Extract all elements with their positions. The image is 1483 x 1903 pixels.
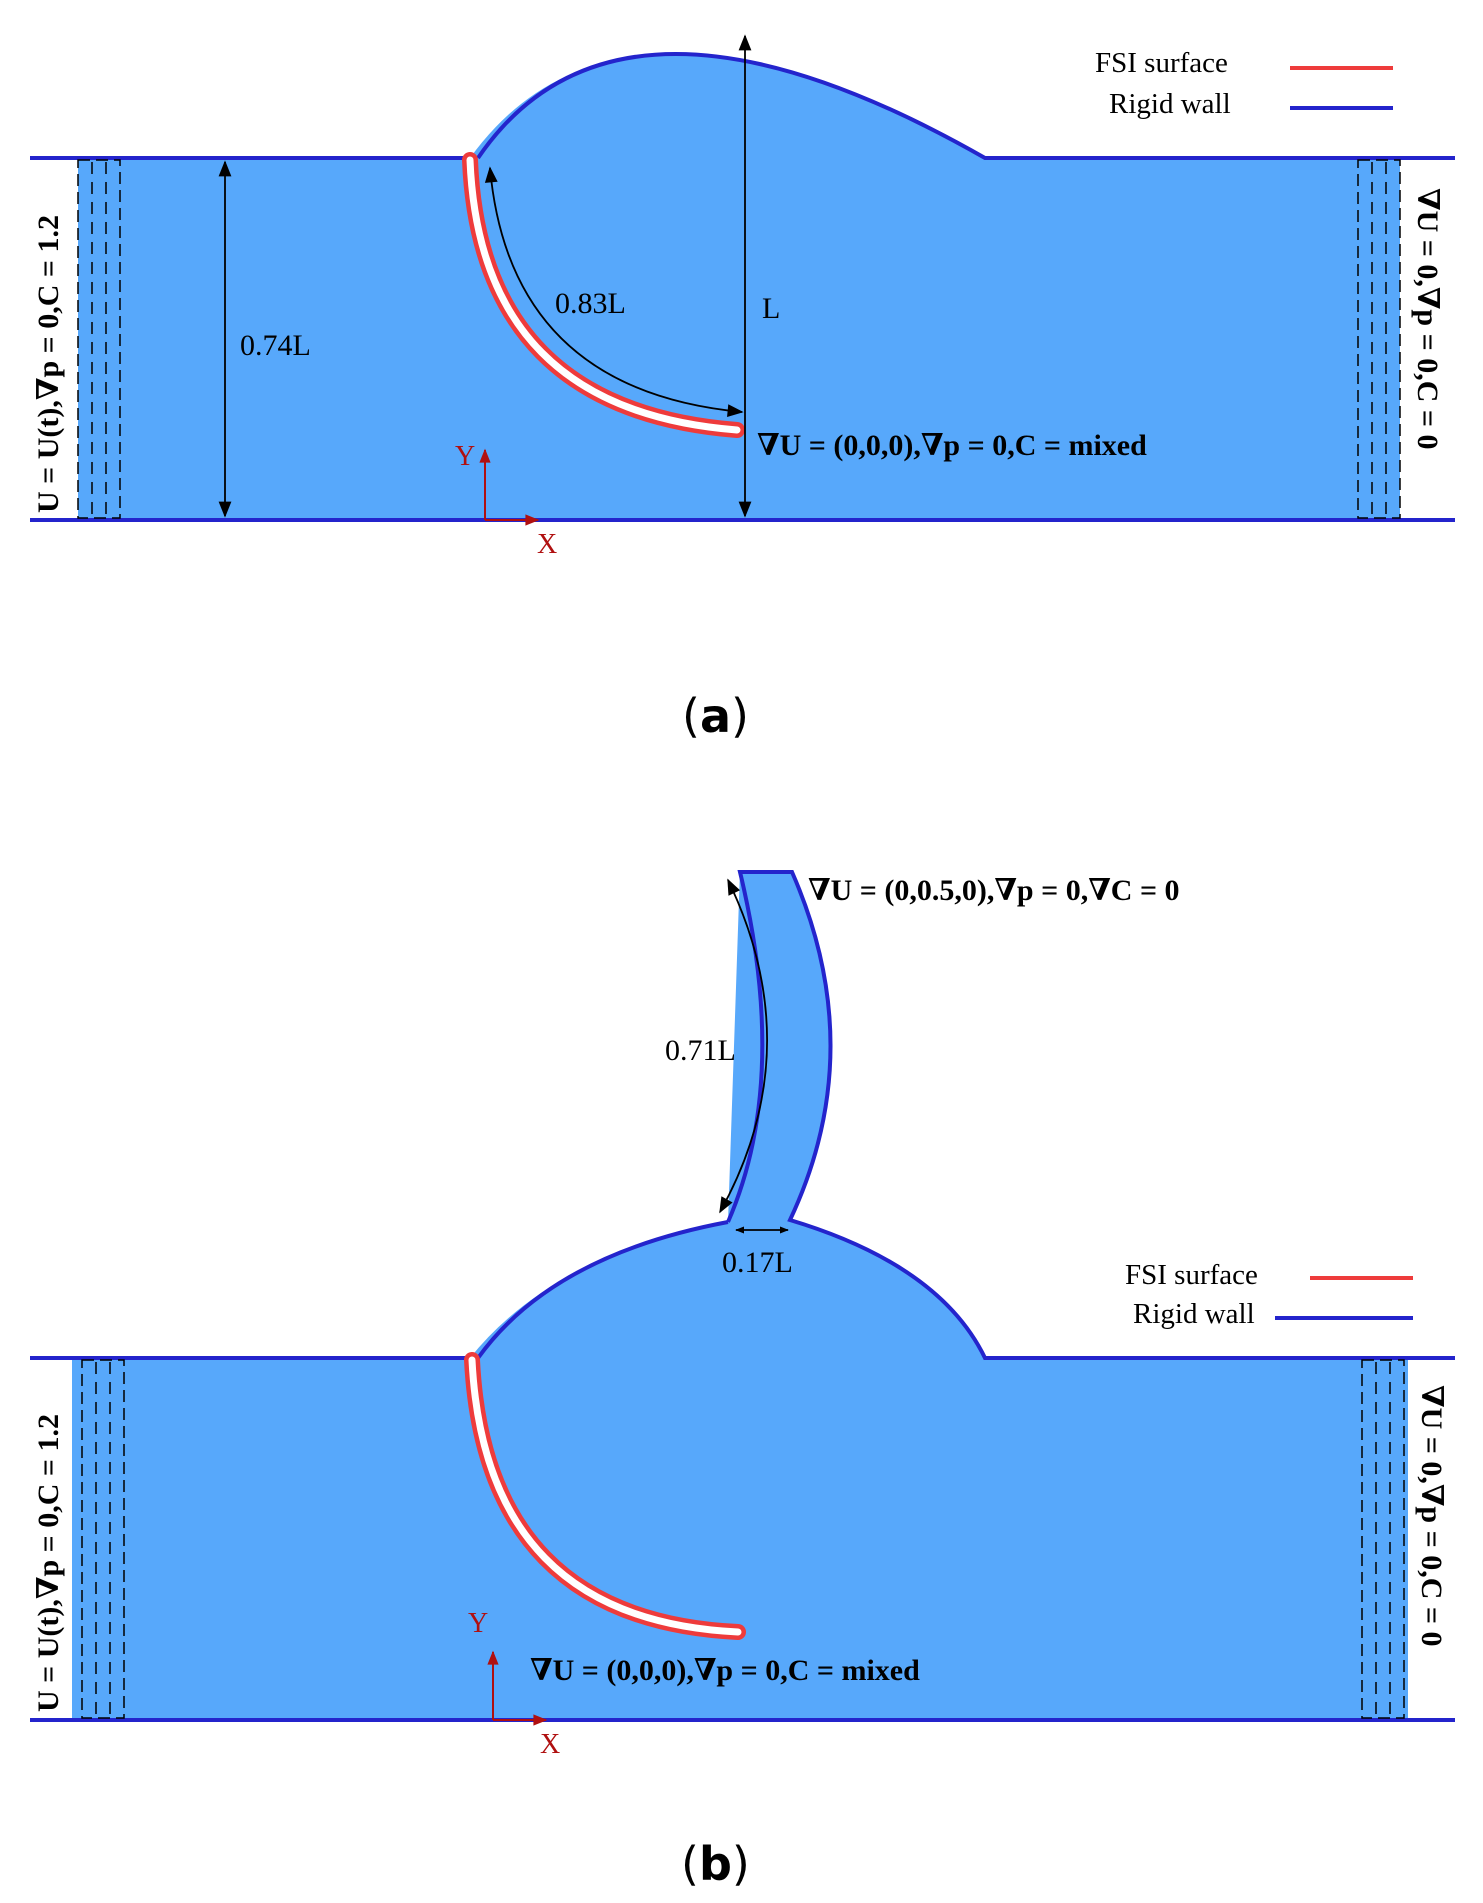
panel-b-axis-x-label: X	[540, 1729, 560, 1760]
panel-b-inlet-boundary-condition: U = U(t),∇p = 0,C = 1.2	[32, 1414, 65, 1712]
panel-b-branch-length-arrow	[719, 878, 768, 1214]
panel-b-sinus-wall	[476, 1220, 729, 1360]
panel-b-outlet-boundary-condition: ∇U = 0,∇p = 0,C = 0	[1415, 1385, 1448, 1646]
panel-a-axes	[479, 448, 540, 526]
panel-a-legend-rigid-label: Rigid wall	[1109, 88, 1231, 120]
panel-b-legend: FSI surface Rigid wall	[1125, 1259, 1413, 1330]
panel-a-outlet-zone	[1357, 159, 1401, 519]
panel-b-label: (b)	[681, 1837, 750, 1891]
panel-b-leaflet	[464, 1352, 746, 1640]
panel-a-sinus-wall	[476, 52, 1455, 160]
panel-a-axis-y-label: Y	[455, 441, 475, 472]
panel-a-leaflet-boundary-condition: ∇U = (0,0,0),∇p = 0,C = mixed	[757, 429, 1147, 462]
panel-b-branch-length-dimension: 0.71L	[665, 1034, 736, 1067]
panel-b-axis-y-label: Y	[468, 1608, 488, 1639]
panel-a-label: (a)	[682, 689, 749, 743]
panel-b-branch-width-dimension: 0.17L	[722, 1246, 793, 1279]
panel-a-leaflet-length-dimension: 0.83L	[555, 287, 626, 320]
panel-a-inlet-boundary-condition: U = U(t),∇p = 0,C = 1.2	[32, 215, 65, 513]
panel-a-fluid-domain	[78, 54, 1400, 520]
panel-b-leaflet-boundary-condition: ∇U = (0,0,0),∇p = 0,C = mixed	[530, 1654, 920, 1687]
panel-a-legend: FSI surface Rigid wall	[1095, 47, 1393, 120]
panel-b: X Y 0.71L 0.17L ∇U = (0,0.5,0),∇p = 0,∇C…	[30, 870, 1455, 1891]
panel-a-sinus-dimension: L	[762, 292, 780, 325]
panel-b-fluid-domain	[72, 870, 1408, 1720]
panel-b-axes	[487, 1650, 548, 1726]
panel-a-height-dimension: 0.74L	[240, 329, 311, 362]
panel-a-outlet-boundary-condition: ∇U = 0,∇p = 0,C = 0	[1411, 188, 1444, 449]
panel-a-axis-x-label: X	[537, 529, 557, 560]
panel-a: X Y 0.74L 0.83L L ∇U = (0,0,0),∇p = 0,C …	[30, 34, 1455, 743]
panel-b-legend-fsi-label: FSI surface	[1125, 1259, 1258, 1291]
panel-b-branch-wall	[726, 870, 1455, 1360]
panel-a-legend-fsi-label: FSI surface	[1095, 47, 1228, 79]
panel-a-leaflet-length-arrow	[484, 166, 744, 418]
panel-b-outlet-zone	[1361, 1359, 1405, 1719]
panel-a-inlet-zone	[77, 159, 121, 519]
panel-b-legend-rigid-label: Rigid wall	[1133, 1298, 1255, 1330]
panel-b-branch-outlet-boundary-condition: ∇U = (0,0.5,0),∇p = 0,∇C = 0	[808, 874, 1180, 907]
panel-b-inlet-zone	[81, 1359, 125, 1719]
